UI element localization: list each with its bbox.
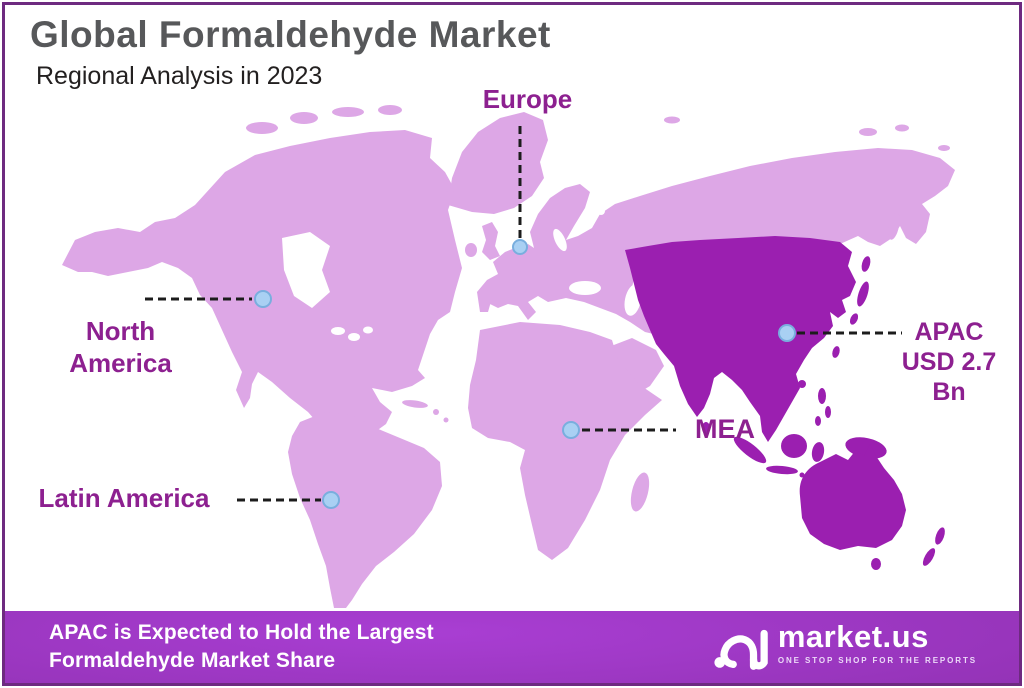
logo-text-block: market.us ONE STOP SHOP FOR THE REPORTS	[778, 621, 977, 665]
region-label-latin-america: Latin America	[24, 483, 224, 515]
region-label-text: APAC	[914, 318, 984, 346]
banner-headline: APAC is Expected to Hold the Largest For…	[49, 619, 434, 676]
region-value-text: Bn	[932, 378, 966, 406]
australia-shape	[799, 444, 906, 550]
white-sea	[597, 207, 605, 215]
madagascar-shape	[630, 472, 650, 512]
asia-apac-shape	[625, 236, 856, 442]
caribbean-island	[443, 417, 449, 423]
philippines-island	[818, 388, 826, 404]
japan-island	[849, 313, 859, 325]
marketus-logo-icon	[714, 629, 768, 670]
sulawesi-shape	[811, 442, 825, 462]
callout-lines	[145, 126, 902, 502]
region-label-europe: Europe	[455, 84, 600, 116]
latin-america-marker-dot	[322, 491, 340, 509]
new-zealand-island	[935, 527, 945, 545]
region-label-apac: APAC USD 2.7 Bn	[893, 317, 1005, 407]
sri-lanka-shape	[702, 422, 710, 434]
sea-cutouts	[282, 207, 642, 341]
region-label-text: Europe	[482, 84, 573, 114]
map-markers	[254, 239, 796, 509]
logo-tagline: ONE STOP SHOP FOR THE REPORTS	[777, 656, 977, 665]
great-lake	[331, 327, 345, 335]
philippines-island	[815, 416, 821, 426]
bottom-banner: APAC is Expected to Hold the Largest For…	[5, 611, 1019, 683]
sakhalin-shape	[888, 212, 900, 240]
java-shape	[766, 465, 798, 475]
europe-marker-dot	[512, 239, 528, 255]
arctic-island	[246, 122, 278, 134]
black-sea	[569, 281, 601, 295]
arctic-island	[664, 116, 680, 124]
region-label-text: Latin America	[38, 483, 210, 513]
arctic-island	[290, 112, 318, 124]
caribbean-island	[433, 409, 439, 415]
great-lake	[363, 326, 373, 334]
banner-line-1: APAC is Expected to Hold the Largest	[49, 620, 434, 644]
great-lake	[348, 333, 360, 341]
map-light-regions	[62, 105, 955, 608]
hainan-shape	[798, 380, 806, 388]
page-subtitle: Regional Analysis in 2023	[36, 62, 323, 90]
arctic-island	[332, 107, 364, 117]
region-label-mea: MEA	[680, 413, 770, 446]
region-value-text: USD 2.7	[901, 348, 997, 376]
tasmania-shape	[871, 558, 881, 570]
page-title: Global Formaldehyde Market	[30, 14, 551, 55]
logo-wordmark: market.us	[777, 619, 929, 654]
sunda-island	[799, 472, 805, 478]
world-map	[62, 105, 955, 608]
borneo-shape	[781, 434, 807, 458]
greenland-shape	[448, 112, 548, 214]
map-apac-region	[625, 236, 945, 570]
japan-island	[857, 281, 869, 307]
arctic-island	[378, 105, 402, 115]
region-label-north-america: North America	[28, 316, 213, 379]
africa-shape	[468, 322, 662, 560]
baltic-sea	[553, 228, 567, 252]
marketus-logo: market.us ONE STOP SHOP FOR THE REPORTS	[712, 621, 977, 673]
hudson-bay	[282, 232, 330, 308]
uk-shape	[482, 222, 500, 260]
taiwan-shape	[832, 346, 840, 358]
sumatra-shape	[733, 436, 767, 464]
iceland-shape	[440, 191, 460, 203]
new-zealand-island	[922, 548, 936, 566]
arctic-island	[895, 124, 909, 132]
region-label-text: North	[85, 316, 156, 346]
japan-island	[861, 256, 871, 272]
north-america-marker-dot	[254, 290, 272, 308]
banner-line-2: Formaldehyde Market Share	[49, 649, 336, 672]
cuba-shape	[402, 400, 428, 408]
region-label-text: America	[69, 347, 172, 378]
mea-marker-dot	[562, 421, 580, 439]
philippines-island	[825, 406, 831, 418]
apac-marker-dot	[778, 324, 796, 342]
arctic-island	[859, 128, 877, 136]
south-america-shape	[288, 412, 442, 608]
ireland-shape	[465, 243, 477, 257]
arctic-island	[938, 145, 950, 151]
region-label-text: MEA	[695, 414, 755, 444]
